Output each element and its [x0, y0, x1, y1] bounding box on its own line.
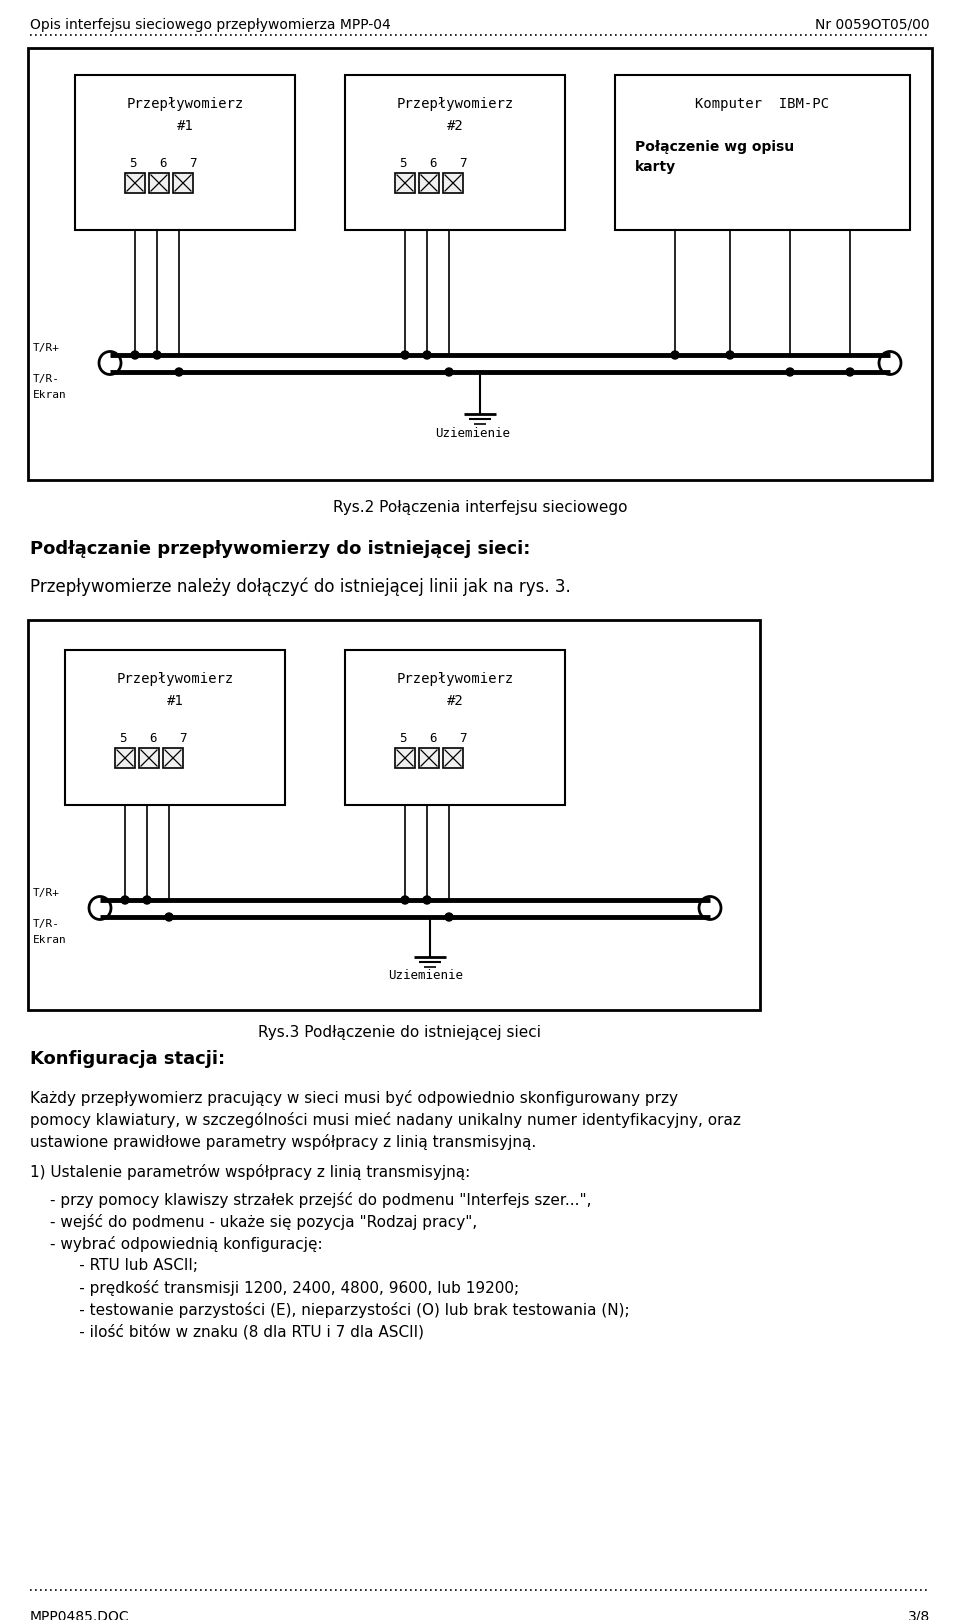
Circle shape — [726, 352, 734, 360]
Bar — [419, 173, 439, 193]
Text: #1: #1 — [167, 693, 183, 708]
Text: Uziemienie: Uziemienie — [435, 428, 510, 441]
Text: 5   6   7: 5 6 7 — [120, 732, 187, 745]
Text: #2: #2 — [446, 118, 464, 133]
Circle shape — [671, 352, 679, 360]
Text: T/R-: T/R- — [33, 374, 60, 384]
Circle shape — [445, 368, 453, 376]
Text: T/R+: T/R+ — [33, 888, 60, 897]
Bar — [345, 650, 565, 805]
Bar — [395, 748, 415, 768]
Text: Komputer  IBM-PC: Komputer IBM-PC — [695, 97, 829, 112]
Text: Uziemienie: Uziemienie — [388, 969, 463, 982]
Bar — [173, 173, 193, 193]
Circle shape — [143, 896, 151, 904]
Circle shape — [131, 352, 139, 360]
Bar — [443, 173, 463, 193]
Text: - RTU lub ASCII;: - RTU lub ASCII; — [50, 1259, 198, 1273]
Circle shape — [401, 352, 409, 360]
Bar — [615, 75, 910, 230]
Bar — [419, 748, 439, 768]
Bar — [125, 173, 145, 193]
Text: Przepływomierz: Przepływomierz — [396, 97, 514, 112]
Circle shape — [423, 352, 431, 360]
Text: Ekran: Ekran — [33, 390, 67, 400]
Text: Opis interfejsu sieciowego przepływomierza MPP-04: Opis interfejsu sieciowego przepływomier… — [30, 18, 391, 32]
Text: 1) Ustalenie parametrów współpracy z linią transmisyjną:: 1) Ustalenie parametrów współpracy z lin… — [30, 1165, 470, 1179]
Bar — [443, 748, 463, 768]
Circle shape — [153, 352, 161, 360]
Bar — [149, 173, 169, 193]
Bar — [28, 620, 760, 1009]
Text: Podłączanie przepływomierzy do istniejącej sieci:: Podłączanie przepływomierzy do istniejąc… — [30, 539, 530, 557]
Bar — [75, 75, 295, 230]
Bar — [395, 173, 415, 193]
Bar — [28, 49, 932, 480]
Text: Przepływomierz: Przepływomierz — [396, 672, 514, 685]
Text: T/R-: T/R- — [33, 919, 60, 928]
Text: Przepływomierz: Przepływomierz — [116, 672, 233, 685]
Text: - testowanie parzystości (E), nieparzystości (O) lub brak testowania (N);: - testowanie parzystości (E), nieparzyst… — [50, 1302, 630, 1319]
Text: - przy pomocy klawiszy strzałek przejść do podmenu "Interfejs szer...",: - przy pomocy klawiszy strzałek przejść … — [50, 1192, 591, 1209]
Circle shape — [846, 368, 854, 376]
Circle shape — [423, 896, 431, 904]
Text: T/R+: T/R+ — [33, 343, 60, 353]
Text: Ekran: Ekran — [33, 935, 67, 944]
Bar — [163, 748, 183, 768]
Text: 5   6   7: 5 6 7 — [400, 732, 468, 745]
Text: - wybrać odpowiednią konfigurację:: - wybrać odpowiednią konfigurację: — [50, 1236, 323, 1252]
Circle shape — [175, 368, 183, 376]
Text: Przepływomierze należy dołączyć do istniejącej linii jak na rys. 3.: Przepływomierze należy dołączyć do istni… — [30, 578, 571, 596]
Bar — [115, 748, 135, 768]
Text: Połączenie wg opisu: Połączenie wg opisu — [635, 139, 794, 154]
Text: Nr 0059OT05/00: Nr 0059OT05/00 — [815, 18, 930, 32]
Circle shape — [786, 368, 794, 376]
Circle shape — [401, 896, 409, 904]
Text: #2: #2 — [446, 693, 464, 708]
Text: MPP0485.DOC: MPP0485.DOC — [30, 1610, 130, 1620]
Circle shape — [165, 914, 173, 922]
Text: Konfiguracja stacji:: Konfiguracja stacji: — [30, 1050, 226, 1068]
Text: 5   6   7: 5 6 7 — [400, 157, 468, 170]
Bar — [139, 748, 159, 768]
Text: pomocy klawiatury, w szczególności musi mieć nadany unikalny numer identyfikacyj: pomocy klawiatury, w szczególności musi … — [30, 1111, 741, 1128]
Text: Przepływomierz: Przepływomierz — [127, 97, 244, 112]
Text: - ilość bitów w znaku (8 dla RTU i 7 dla ASCII): - ilość bitów w znaku (8 dla RTU i 7 dla… — [50, 1324, 424, 1340]
Text: ustawione prawidłowe parametry współpracy z linią transmisyjną.: ustawione prawidłowe parametry współprac… — [30, 1134, 537, 1150]
Circle shape — [121, 896, 129, 904]
Circle shape — [445, 914, 453, 922]
Text: Każdy przepływomierz pracujący w sieci musi być odpowiednio skonfigurowany przy: Każdy przepływomierz pracujący w sieci m… — [30, 1090, 678, 1106]
Text: #1: #1 — [177, 118, 193, 133]
Bar — [65, 650, 285, 805]
Text: Rys.2 Połączenia interfejsu sieciowego: Rys.2 Połączenia interfejsu sieciowego — [333, 501, 627, 515]
Text: Rys.3 Podłączenie do istniejącej sieci: Rys.3 Podłączenie do istniejącej sieci — [258, 1025, 541, 1040]
Text: karty: karty — [635, 160, 676, 173]
Text: - prędkość transmisji 1200, 2400, 4800, 9600, lub 19200;: - prędkość transmisji 1200, 2400, 4800, … — [50, 1280, 519, 1296]
Text: 5   6   7: 5 6 7 — [130, 157, 198, 170]
Bar — [345, 75, 565, 230]
Text: - wejść do podmenu - ukaże się pozycja "Rodzaj pracy",: - wejść do podmenu - ukaże się pozycja "… — [50, 1213, 477, 1230]
Text: 3/8: 3/8 — [908, 1610, 930, 1620]
